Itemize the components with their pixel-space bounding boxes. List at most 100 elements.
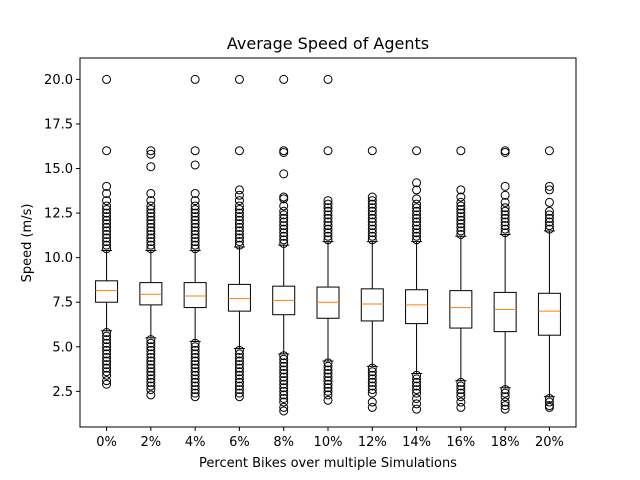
outlier-point — [456, 381, 466, 391]
outlier-point — [102, 201, 112, 211]
outlier-point — [102, 338, 112, 348]
outlier-point — [102, 367, 112, 377]
outlier-point — [102, 219, 112, 229]
outlier-point — [279, 365, 289, 375]
outlier-point — [367, 192, 377, 202]
outlier-point — [367, 363, 377, 373]
outlier-point — [323, 213, 333, 223]
outlier-point — [234, 190, 244, 200]
outlier-point — [412, 377, 422, 387]
outlier-point — [146, 219, 156, 229]
outlier-point — [190, 201, 200, 211]
outlier-point — [146, 215, 156, 225]
outlier-point — [146, 229, 156, 239]
outlier-point — [146, 335, 156, 345]
outlier-point — [367, 224, 377, 234]
outlier-point — [190, 374, 200, 384]
outlier-point — [146, 244, 156, 254]
outlier-point — [367, 388, 377, 398]
outlier-point — [234, 215, 244, 225]
outlier-point — [146, 146, 156, 156]
outlier-point — [279, 210, 289, 220]
box-iqr — [493, 291, 517, 333]
outlier-point — [234, 229, 244, 239]
y-tick-label: 12.5 — [44, 207, 73, 222]
y-tick-label: 17.5 — [44, 117, 73, 132]
outlier-point — [146, 226, 156, 236]
outlier-point — [279, 238, 289, 248]
outlier-point — [234, 345, 244, 355]
outlier-point — [279, 397, 289, 407]
outlier-point — [234, 222, 244, 232]
outlier-point — [234, 377, 244, 387]
outlier-point — [279, 406, 289, 416]
box-iqr — [95, 280, 119, 303]
outlier-point — [190, 208, 200, 218]
outlier-point — [102, 229, 112, 239]
box-iqr — [227, 283, 251, 312]
outlier-point — [367, 146, 377, 156]
outlier-point — [190, 219, 200, 229]
outlier-point — [234, 349, 244, 359]
outlier-point — [190, 215, 200, 225]
outlier-point — [456, 385, 466, 395]
outlier-point — [323, 390, 333, 400]
outlier-point — [279, 228, 289, 238]
outlier-point — [456, 222, 466, 232]
outlier-point — [544, 221, 554, 231]
outlier-point — [146, 149, 156, 159]
outlier-point — [367, 377, 377, 387]
outlier-point — [102, 370, 112, 380]
outlier-point — [412, 221, 422, 231]
outlier-point — [367, 196, 377, 206]
outlier-point — [412, 210, 422, 220]
outlier-point — [190, 349, 200, 359]
outlier-point — [102, 352, 112, 362]
outlier-point — [544, 206, 554, 216]
outlier-point — [279, 358, 289, 368]
box-iqr — [183, 282, 207, 309]
outlier-point — [190, 370, 200, 380]
outlier-point — [234, 185, 244, 195]
outlier-point — [190, 356, 200, 366]
box-iqr — [360, 288, 384, 322]
outlier-point — [279, 386, 289, 396]
outlier-point — [102, 356, 112, 366]
x-tick-label: 6% — [229, 435, 250, 450]
outlier-point — [367, 210, 377, 220]
outlier-point — [500, 401, 510, 411]
outlier-point — [412, 404, 422, 414]
outlier-point — [146, 381, 156, 391]
outlier-point — [544, 210, 554, 220]
outlier-point — [544, 217, 554, 227]
outlier-point — [102, 226, 112, 236]
outlier-point — [234, 205, 244, 215]
outlier-point — [500, 217, 510, 227]
outlier-point — [102, 363, 112, 373]
outlier-point — [190, 244, 200, 254]
x-tick-label: 4% — [185, 435, 206, 450]
outlier-point — [234, 237, 244, 247]
outlier-point — [323, 235, 333, 245]
outlier-point — [146, 349, 156, 359]
outlier-point — [279, 206, 289, 216]
outlier-point — [279, 383, 289, 393]
outlier-point — [146, 374, 156, 384]
outlier-point — [234, 233, 244, 243]
outlier-point — [367, 374, 377, 384]
outlier-point — [190, 226, 200, 236]
outlier-point — [500, 206, 510, 216]
outlier-point — [234, 240, 244, 250]
outlier-point — [279, 201, 289, 211]
outlier-point — [234, 201, 244, 211]
outlier-point — [146, 342, 156, 352]
outlier-point — [367, 213, 377, 223]
outlier-point — [323, 196, 333, 206]
outlier-point — [279, 379, 289, 389]
outlier-point — [367, 381, 377, 391]
outlier-point — [456, 185, 466, 195]
outlier-point — [190, 237, 200, 247]
outlier-point — [146, 363, 156, 373]
outlier-point — [412, 370, 422, 380]
outlier-point — [500, 388, 510, 398]
